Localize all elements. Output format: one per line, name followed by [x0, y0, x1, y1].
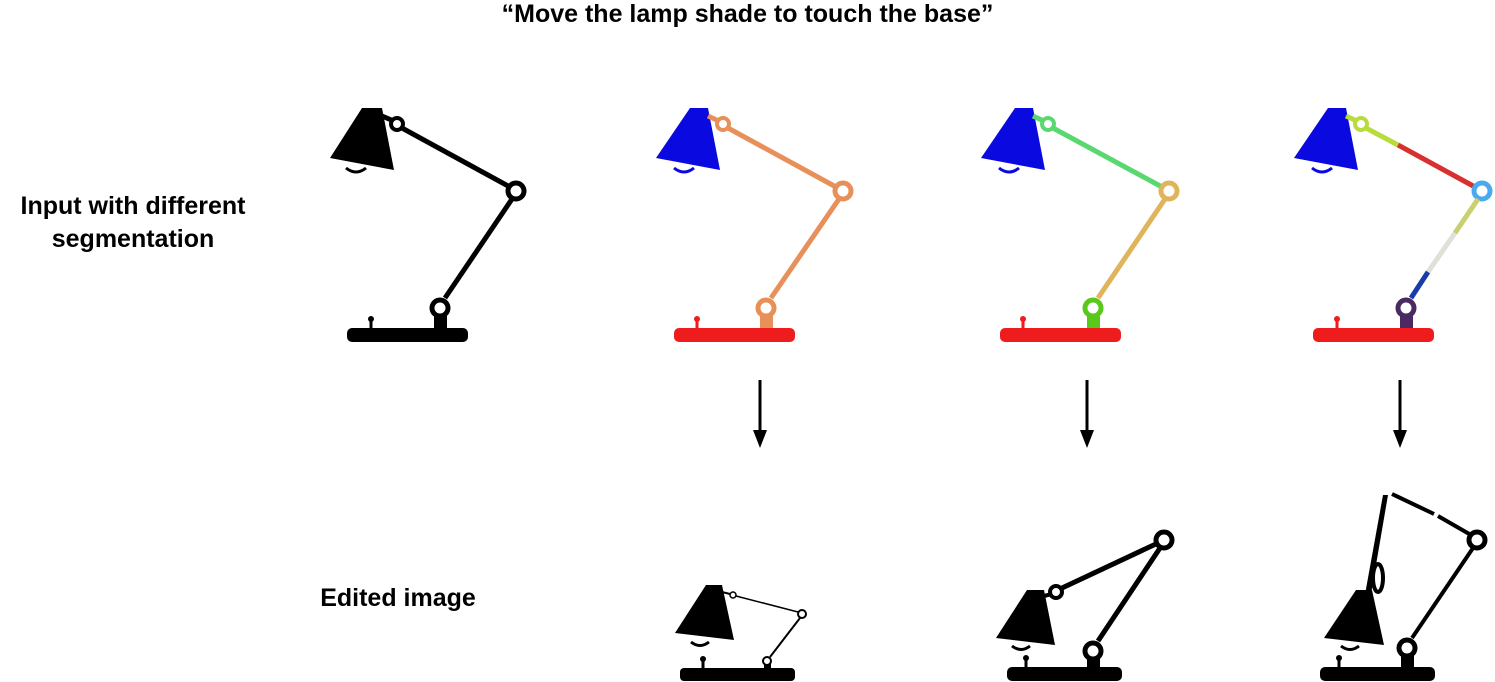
switch-knob	[1023, 655, 1029, 661]
switch-knob	[1020, 316, 1026, 322]
lamp-shade	[981, 108, 1045, 170]
bulb-arc	[673, 166, 695, 174]
bottom-joint	[1395, 297, 1417, 319]
switch-knob	[368, 316, 374, 322]
upper-arm	[735, 595, 799, 613]
upper-arm	[1060, 540, 1160, 591]
upper-arm-b	[1396, 142, 1477, 190]
lower-arm	[442, 197, 515, 300]
joint-post	[760, 316, 773, 330]
upper-arm	[726, 125, 838, 190]
upper-arm-b	[1437, 514, 1472, 537]
lamp-base	[680, 668, 795, 681]
lower-arm-c	[1408, 270, 1431, 300]
top-joint	[389, 116, 405, 132]
lower-arm	[1095, 546, 1163, 643]
down-arrow-3	[1393, 380, 1407, 448]
bulb-arc	[1011, 644, 1031, 651]
lamp-shade	[656, 108, 720, 170]
upper-arm	[400, 125, 512, 190]
lamp-base	[1313, 328, 1434, 342]
top-joint	[715, 116, 731, 132]
middle-joint	[832, 180, 854, 202]
switch-knob	[694, 316, 700, 322]
lamp-shade	[675, 585, 734, 640]
lower-arm	[1410, 546, 1475, 640]
top-joint	[1048, 584, 1064, 600]
lamp-base	[347, 328, 468, 342]
lower-arm	[1095, 197, 1168, 300]
bulb-arc	[690, 640, 710, 647]
bottom-joint	[1082, 640, 1104, 662]
joint-post	[1087, 658, 1100, 668]
top-joint	[1353, 116, 1369, 132]
bulb-arc	[1340, 644, 1360, 651]
edited-lamp-1	[675, 585, 807, 681]
lamp-base	[1000, 328, 1121, 342]
lamp-base	[1320, 667, 1435, 681]
edited-lamp-3	[1320, 492, 1488, 681]
lower-arm	[768, 197, 842, 300]
shade-link	[721, 591, 731, 595]
joint-post	[1400, 316, 1413, 330]
middle-joint	[797, 609, 807, 619]
middle-joint	[1153, 529, 1175, 551]
input-lamp-original	[330, 108, 527, 342]
lower-arm	[769, 617, 801, 658]
input-lamp-segmentation-3	[1294, 108, 1493, 342]
bottom-joint	[1396, 637, 1418, 659]
edited-lamp-2	[996, 529, 1175, 681]
row-label-edited: Edited image	[320, 584, 476, 612]
joint-post	[1401, 655, 1414, 667]
switch-knob	[1334, 316, 1340, 322]
figure-title: “Move the lamp shade to touch the base”	[501, 0, 994, 28]
bottom-joint	[429, 297, 451, 319]
upper-arm-a	[1364, 125, 1400, 148]
bottom-joint	[1082, 297, 1104, 319]
joint-post	[1087, 316, 1100, 330]
upper-arm	[1051, 125, 1164, 190]
top-joint	[1040, 116, 1056, 132]
down-arrow-2	[1080, 380, 1094, 448]
down-arrow-1	[753, 380, 767, 448]
lamp-shade	[1294, 108, 1358, 170]
lamp-shade	[330, 108, 394, 170]
input-lamp-segmentation-2	[981, 108, 1180, 342]
input-lamp-segmentation-1	[656, 108, 854, 342]
broken-link	[1364, 495, 1388, 600]
row-label-input: Input with different segmentation	[0, 190, 266, 256]
lamp-base	[674, 328, 795, 342]
lower-arm-b	[1425, 231, 1458, 274]
middle-joint	[1466, 529, 1488, 551]
middle-joint	[1471, 180, 1493, 202]
bottom-joint	[762, 656, 772, 666]
broken-joint	[1371, 562, 1385, 594]
top-joint	[729, 591, 737, 599]
switch-knob	[1336, 655, 1342, 661]
joint-post	[434, 316, 447, 330]
lamp-shade	[1324, 590, 1384, 645]
lamp-base	[1007, 667, 1122, 681]
middle-joint	[505, 180, 527, 202]
bulb-arc	[1311, 166, 1333, 174]
switch-knob	[700, 656, 706, 662]
bulb-arc	[345, 166, 367, 174]
lower-arm-a	[1452, 197, 1481, 235]
upper-arm-a	[1391, 492, 1435, 516]
middle-joint	[1158, 180, 1180, 202]
bulb-arc	[998, 166, 1020, 174]
row-label-input-line2: segmentation	[51, 225, 215, 253]
row-label-input-line1: Input with different	[20, 192, 246, 220]
bottom-joint	[755, 297, 777, 319]
lamp-shade	[996, 590, 1055, 645]
